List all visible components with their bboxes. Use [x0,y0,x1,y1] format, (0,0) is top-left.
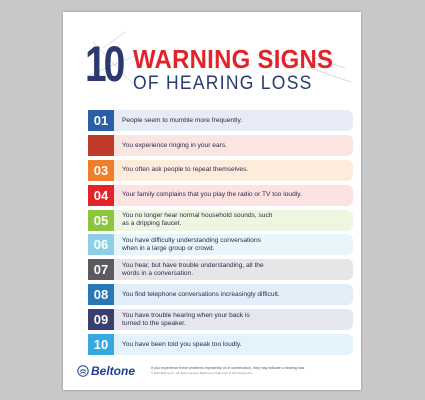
warning-sign-number: 08 [88,284,114,306]
warning-sign-number: 07 [88,259,114,281]
warning-sign-text: You find telephone conversations increas… [122,290,280,298]
warning-sign-row: 10 You have been told you speak too loudl… [88,334,353,356]
poster-header: 10 WARNING SIGNS OF HEARING LOSS [63,12,361,102]
warning-sign-row: You experience ringing in your ears. [88,134,353,156]
warning-sign-number: 03 [88,159,114,181]
logo-wordmark: Beltone [91,364,136,378]
warning-sign-text: You have difficulty understanding conver… [122,237,261,252]
warning-sign-text: Your family complains that you play the … [122,191,302,199]
warning-sign-text: You have trouble hearing when your back … [122,312,250,327]
warning-sign-row: 04 Your family complains that you play th… [88,184,353,206]
warning-signs-list: 01 People seem to mumble more frequently.… [88,110,353,359]
warning-sign-number: 04 [88,184,114,206]
warning-sign-text: You have been told you speak too loudly. [122,340,242,348]
warning-sign-number: 09 [88,309,114,331]
warning-sign-row: 06 You have difficulty understanding conv… [88,234,353,256]
footer-message: If you experience these problems repeate… [151,366,306,370]
header-number: 10 [85,36,125,92]
footer-fine-print: © 2011 Beltone Inc. All rights reserved.… [151,371,253,375]
warning-sign-row: 03 You often ask people to repeat themsel… [88,159,353,181]
warning-sign-row: 05 You no longer hear normal household so… [88,209,353,231]
header-title-line2: OF HEARING LOSS [133,73,313,94]
warning-sign-text: You hear, but have trouble understanding… [122,262,264,277]
warning-sign-text: You no longer hear normal household soun… [122,212,273,228]
warning-sign-row: 09 You have trouble hearing when your bac… [88,309,353,331]
warning-sign-number: 05 [88,209,114,231]
warning-sign-row: 07 You hear, but have trouble understandi… [88,259,353,281]
poster-footer: Beltone If you experience these problems… [63,356,361,390]
warning-sign-row: 01 People seem to mumble more frequently. [88,110,353,131]
warning-sign-number [88,134,114,156]
warning-sign-number: 10 [88,334,114,356]
warning-sign-row: 08 You find telephone conversations incre… [88,284,353,306]
header-title-line1: WARNING SIGNS [133,44,334,74]
warning-sign-text: People seem to mumble more frequently. [122,116,243,124]
beltone-logo: Beltone [77,364,135,378]
warning-sign-text: You experience ringing in your ears. [122,141,227,149]
warning-sign-number: 01 [88,110,114,131]
poster: 10 WARNING SIGNS OF HEARING LOSS 01 Peopl… [63,12,361,390]
warning-sign-text: You often ask people to repeat themselve… [122,166,249,174]
warning-sign-number: 06 [88,234,114,256]
beltone-logo-icon [77,365,89,377]
decorative-lines [86,31,352,85]
